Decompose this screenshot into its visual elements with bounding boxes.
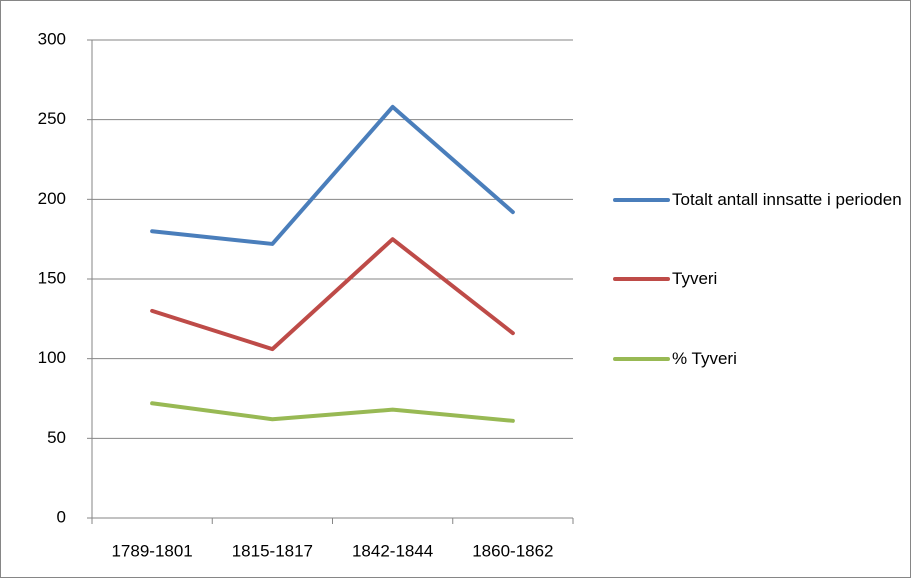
y-tick-label: 50 [47, 428, 66, 447]
x-tick-label: 1842-1844 [352, 541, 433, 560]
legend-label: % Tyveri [672, 349, 737, 368]
x-tick-label: 1789-1801 [111, 541, 192, 560]
y-tick-label: 200 [38, 189, 66, 208]
y-tick-label: 0 [57, 507, 66, 526]
x-tick-label: 1815-1817 [232, 541, 313, 560]
legend-label: Tyveri [672, 269, 718, 288]
x-tick-label: 1860-1862 [472, 541, 553, 560]
y-tick-label: 300 [38, 29, 66, 48]
series-line [150, 237, 515, 352]
y-tick-label: 150 [38, 268, 66, 287]
legend-label: Totalt antall innsatte i perioden [672, 190, 902, 209]
y-tick-label: 100 [38, 348, 66, 367]
series-line [150, 104, 515, 246]
y-tick-label: 250 [38, 109, 66, 128]
series-line [150, 401, 515, 423]
